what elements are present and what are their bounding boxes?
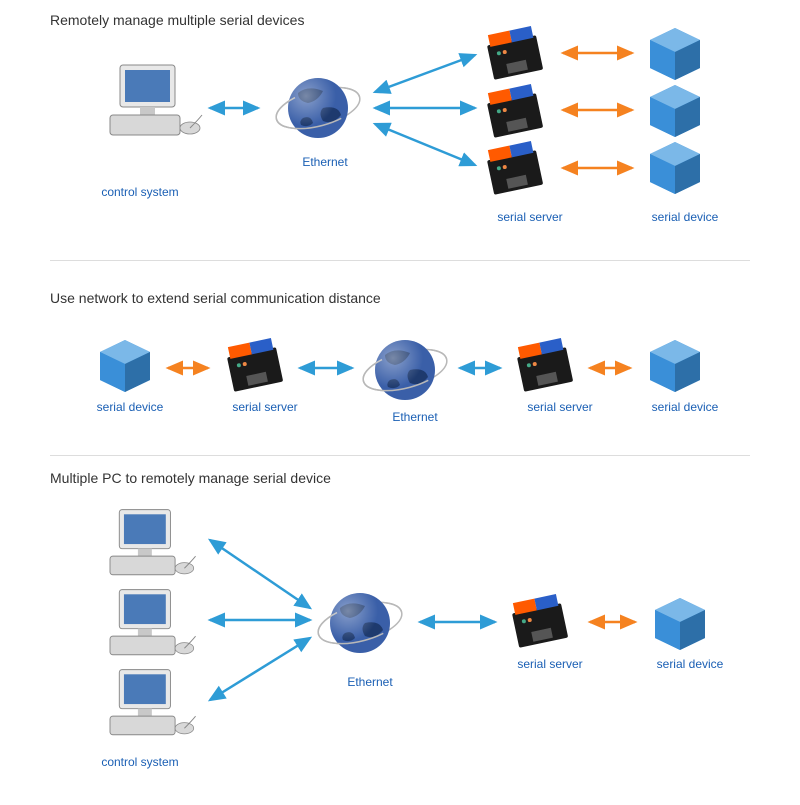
arrow-blue: [375, 124, 475, 165]
pc-icon: [110, 510, 196, 575]
server-icon: [510, 593, 568, 647]
cube-icon: [100, 340, 150, 392]
label-control-system: control system: [90, 755, 190, 769]
label-serial-server: serial server: [510, 400, 610, 414]
label-serial-device: serial device: [635, 400, 735, 414]
pc-icon: [110, 65, 202, 135]
label-ethernet: Ethernet: [275, 155, 375, 169]
arrow-blue: [375, 55, 475, 92]
globe-icon: [359, 340, 451, 400]
label-serial-device: serial device: [635, 210, 735, 224]
section2-title: Use network to extend serial communicati…: [50, 290, 381, 306]
label-ethernet: Ethernet: [365, 410, 465, 424]
pc-icon: [110, 590, 196, 655]
label-serial-server: serial server: [480, 210, 580, 224]
cube-icon: [650, 142, 700, 194]
section1-title: Remotely manage multiple serial devices: [50, 12, 304, 28]
label-serial-server: serial server: [215, 400, 315, 414]
label-serial-device: serial device: [80, 400, 180, 414]
server-icon: [515, 337, 573, 391]
label-serial-device: serial device: [640, 657, 740, 671]
cube-icon: [650, 28, 700, 80]
cube-icon: [650, 340, 700, 392]
server-icon: [485, 83, 543, 137]
cube-icon: [655, 598, 705, 650]
divider: [50, 455, 750, 456]
section2-graphics: [100, 337, 700, 400]
globe-icon: [272, 78, 364, 138]
label-serial-server: serial server: [500, 657, 600, 671]
arrow-blue: [210, 638, 310, 700]
cube-icon: [650, 85, 700, 137]
label-ethernet: Ethernet: [320, 675, 420, 689]
section1-graphics: [110, 25, 700, 194]
server-icon: [485, 140, 543, 194]
globe-icon: [314, 593, 406, 653]
section3-graphics: [110, 510, 705, 735]
server-icon: [225, 337, 283, 391]
section3-title: Multiple PC to remotely manage serial de…: [50, 470, 331, 486]
arrow-blue: [210, 540, 310, 608]
server-icon: [485, 25, 543, 79]
pc-icon: [110, 670, 196, 735]
label-control-system: control system: [90, 185, 190, 199]
divider: [50, 260, 750, 261]
